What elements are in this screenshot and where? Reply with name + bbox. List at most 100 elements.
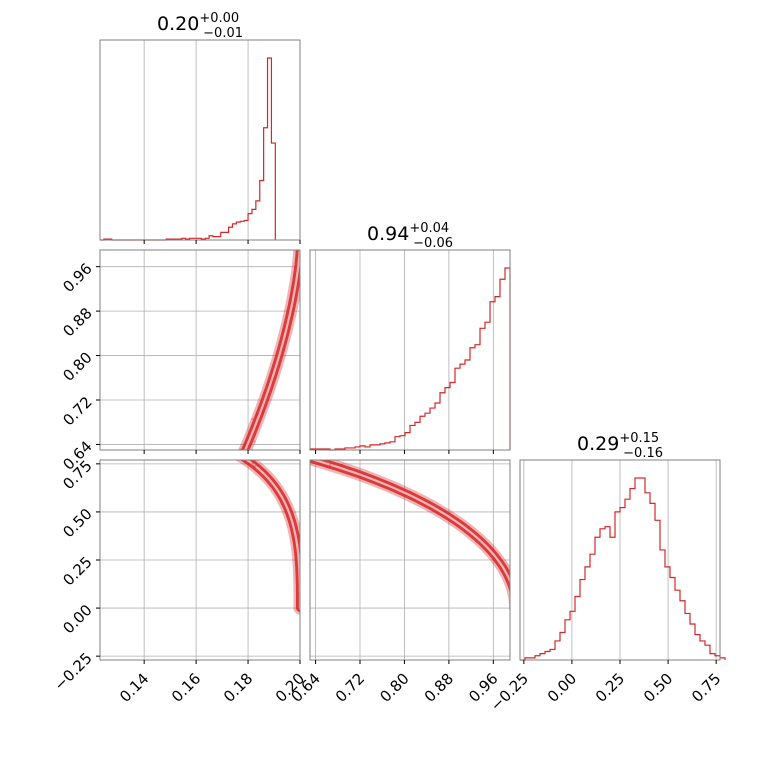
sample-point	[213, 434, 216, 437]
sample-point	[302, 453, 305, 456]
sample-point	[226, 491, 229, 494]
sample-point	[163, 431, 166, 434]
sample-point	[213, 445, 216, 448]
tick-label: 0.75	[688, 670, 724, 706]
contour-inner	[285, 452, 515, 608]
sample-point	[227, 481, 230, 484]
sample-point	[239, 453, 242, 456]
histogram-line	[520, 478, 725, 660]
sample-point	[328, 465, 331, 468]
sample-point	[248, 444, 251, 447]
sample-point	[241, 453, 244, 456]
sample-point	[212, 441, 215, 444]
sample-point	[332, 462, 335, 465]
tick-label: 0.16	[168, 670, 204, 706]
sample-point	[173, 589, 176, 592]
panel-contour-p3-vs-p2: 0.64 0.72 0.80 0.88 0.96	[163, 427, 516, 706]
sample-point	[275, 453, 278, 456]
title-param-1-minus: −0.01	[203, 26, 243, 41]
sample-point	[191, 562, 194, 565]
sample-point	[207, 436, 210, 439]
sample-point	[184, 434, 187, 437]
tick-label: −0.25	[50, 649, 95, 694]
sample-point	[211, 446, 214, 449]
title-param-1-value: 0.20	[157, 13, 199, 35]
tick-label: 0.88	[59, 304, 95, 340]
sample-point	[253, 465, 256, 468]
sample-point	[184, 566, 187, 569]
sample-point	[262, 468, 265, 471]
tick-label: 0.88	[421, 670, 457, 706]
tick-label: 0.14	[116, 670, 152, 706]
sample-point	[293, 454, 296, 457]
title-param-1-plus: +0.00	[199, 11, 239, 26]
sample-point	[207, 527, 210, 530]
sample-point	[248, 462, 251, 465]
sample-point	[199, 531, 202, 534]
title-param-3-minus: −0.16	[623, 446, 663, 461]
sample-point	[177, 427, 180, 430]
sample-point	[241, 451, 244, 454]
tick-label: 0.72	[332, 670, 368, 706]
title-param-1: 0.20+0.00 −0.01	[157, 11, 243, 41]
sample-point	[340, 464, 343, 467]
tick-label: 0.00	[59, 601, 95, 637]
sample-point	[251, 418, 254, 421]
tick-label: 0.80	[376, 670, 412, 706]
sample-point	[199, 434, 202, 437]
sample-point	[227, 484, 230, 487]
sample-point	[175, 427, 178, 430]
sample-point	[266, 442, 269, 445]
sample-point	[176, 427, 179, 430]
title-param-2-minus: −0.06	[413, 236, 453, 251]
sample-point	[325, 465, 328, 468]
panel-contour-p3-vs-p1: 0.14 0.16 0.18 0.20−0.250.000.250.500.75	[50, 427, 308, 706]
sample-point	[349, 468, 352, 471]
sample-point	[166, 599, 169, 602]
sample-point	[256, 464, 259, 467]
sample-point	[213, 507, 216, 510]
sample-point	[230, 436, 233, 439]
sample-point	[212, 521, 215, 524]
tick-label: 0.00	[544, 670, 580, 706]
sample-point	[212, 524, 215, 527]
sample-point	[177, 569, 180, 572]
tick-label: 0.18	[220, 670, 256, 706]
sample-point	[220, 434, 223, 437]
contour-fill	[234, 244, 300, 474]
title-param-3: 0.29+0.15 −0.16	[577, 431, 663, 461]
panel-hist-param-3: −0.25 0.00 0.25 0.50 0.75 0.29+0.15 −0.16	[487, 431, 725, 715]
sample-point	[283, 455, 286, 458]
sample-point	[177, 429, 180, 432]
sample-point	[211, 516, 214, 519]
sample-point	[173, 429, 176, 432]
tick-label: 0.50	[640, 670, 676, 706]
sample-point	[208, 438, 211, 441]
sample-point	[172, 429, 175, 432]
sample-point	[238, 469, 241, 472]
sample-point	[242, 446, 245, 449]
tick-label: 0.96	[59, 260, 95, 296]
tick-label: 0.50	[59, 505, 95, 541]
sample-point	[256, 413, 259, 416]
sample-point	[238, 454, 241, 457]
sample-point	[262, 411, 265, 414]
sample-point	[231, 455, 234, 458]
sample-point	[202, 437, 205, 440]
title-param-3-plus: +0.15	[619, 431, 659, 446]
panel-hist-param-1: 0.20+0.00 −0.01	[100, 11, 300, 244]
panel-hist-param-2: 0.94+0.04 −0.06	[310, 221, 510, 454]
sample-point	[178, 427, 181, 430]
sample-point	[192, 434, 195, 437]
sample-point	[301, 451, 304, 454]
panel-contour-p2-vs-p1: 0.640.720.800.880.96	[59, 244, 300, 601]
histogram-line	[100, 58, 275, 240]
title-param-2-plus: +0.04	[409, 221, 449, 236]
sample-point	[166, 431, 169, 434]
histogram-line	[310, 268, 510, 450]
sample-point	[228, 486, 231, 489]
tick-label: 0.25	[59, 553, 95, 589]
tick-label: 0.25	[592, 670, 628, 706]
title-param-2-value: 0.94	[367, 223, 409, 245]
sample-point	[238, 441, 241, 444]
